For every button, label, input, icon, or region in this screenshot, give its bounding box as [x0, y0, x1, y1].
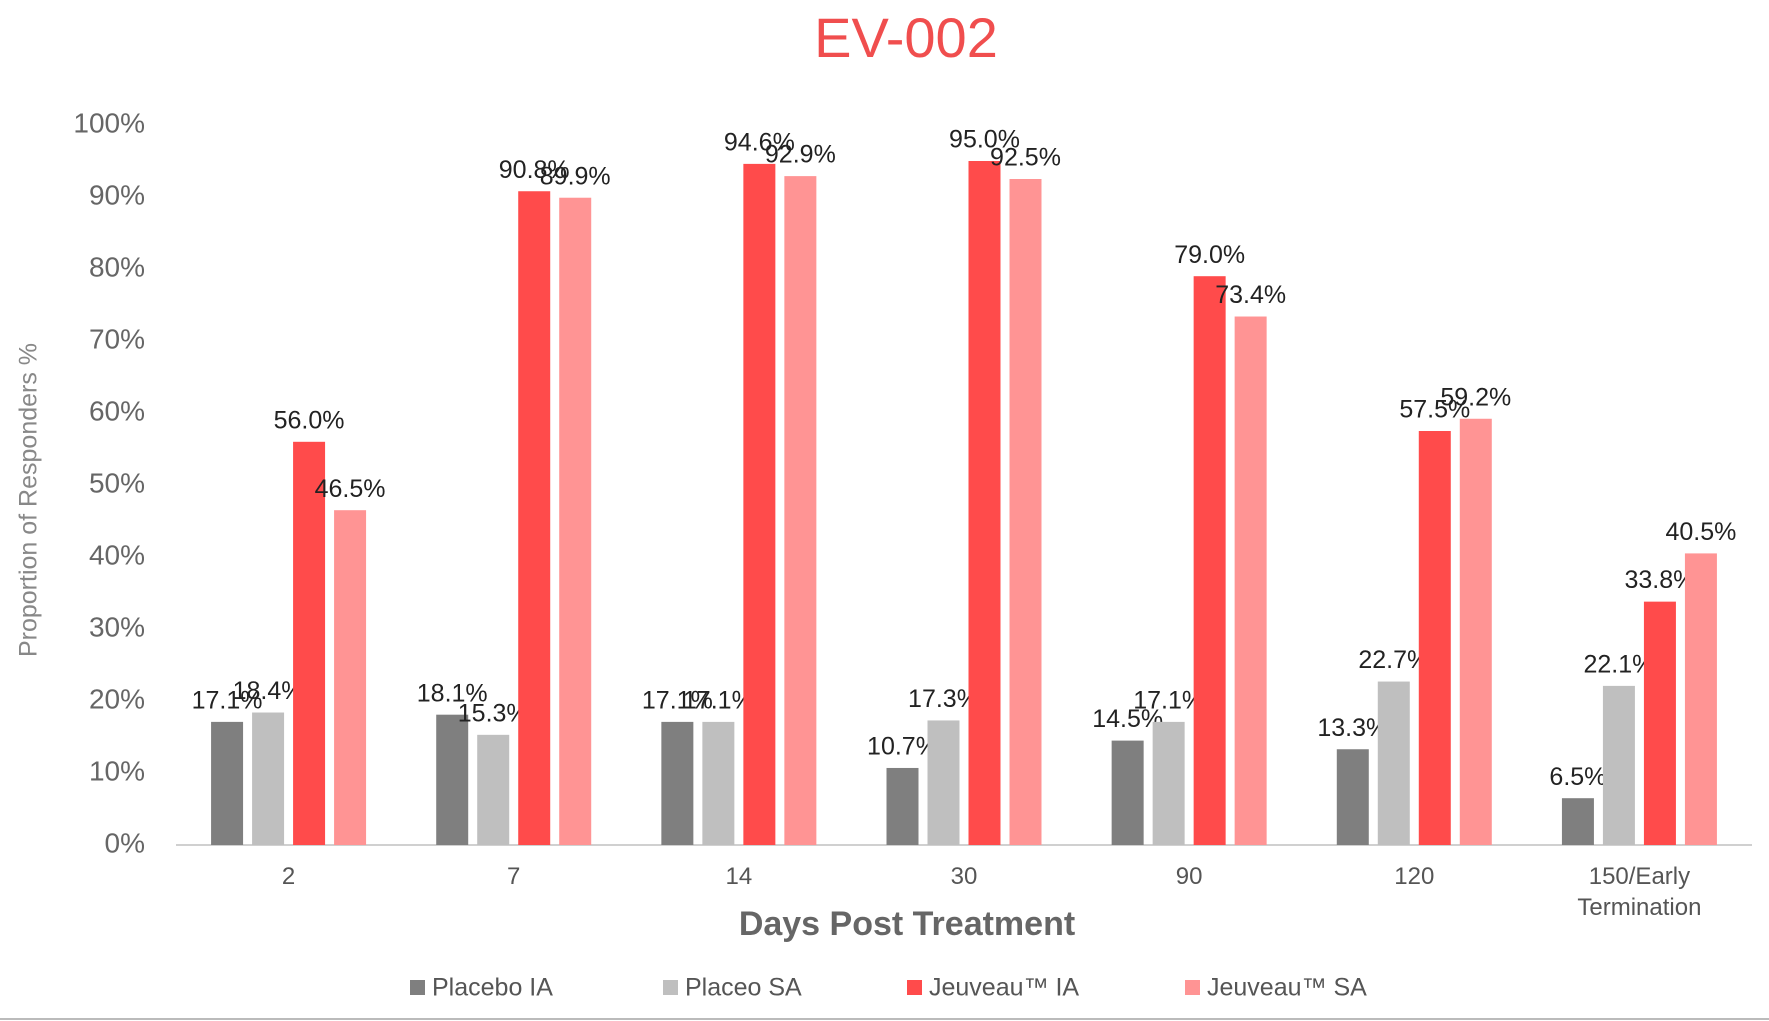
- legend-swatch: [663, 980, 678, 995]
- data-label: 59.2%: [1440, 383, 1511, 411]
- x-tick-label: 150/Early Termination: [1577, 863, 1702, 921]
- data-label: 92.5%: [990, 144, 1061, 172]
- bar: [702, 721, 735, 845]
- data-label: 17.1%: [1133, 686, 1204, 714]
- data-label: 79.0%: [1174, 241, 1245, 269]
- data-label: 14.5%: [1092, 705, 1163, 733]
- bar: [334, 510, 367, 845]
- legend-swatch: [410, 980, 425, 995]
- legend-label: Placebo IA: [432, 974, 553, 1002]
- bar: [436, 714, 469, 845]
- y-tick-label: 80%: [89, 251, 145, 282]
- y-tick-label: 70%: [89, 323, 145, 354]
- data-label: 10.7%: [867, 733, 938, 761]
- data-label: 57.5%: [1399, 396, 1470, 424]
- bar: [1111, 740, 1144, 845]
- legend-swatch: [907, 980, 922, 995]
- data-label: 33.8%: [1624, 566, 1695, 594]
- bar: [927, 720, 960, 845]
- bar: [968, 161, 1001, 845]
- data-label: 89.9%: [540, 162, 611, 190]
- data-label: 22.7%: [1358, 646, 1429, 674]
- data-label: 90.8%: [499, 156, 570, 184]
- bar: [1009, 179, 1042, 845]
- bar: [1643, 601, 1676, 845]
- x-axis-title: Days Post Treatment: [739, 905, 1075, 943]
- x-tick-label: 2: [281, 863, 296, 890]
- y-tick-label: 100%: [73, 107, 145, 138]
- x-tick-label: 90: [1175, 863, 1203, 890]
- y-tick-label: 50%: [89, 467, 145, 498]
- bar: [211, 721, 244, 845]
- x-tick-label: 120: [1394, 863, 1435, 890]
- data-label: 13.3%: [1317, 714, 1388, 742]
- bar: [886, 767, 919, 845]
- legend-label: Jeuveau™ SA: [1207, 974, 1367, 1002]
- chart-title: EV-002: [814, 6, 998, 69]
- y-tick-label: 10%: [89, 755, 145, 786]
- bar: [1418, 431, 1451, 845]
- y-tick-label: 30%: [89, 611, 145, 642]
- legend-swatch: [1185, 980, 1200, 995]
- bar: [1459, 418, 1492, 845]
- legend-label: Jeuveau™ IA: [929, 974, 1079, 1002]
- data-label: 40.5%: [1665, 518, 1736, 546]
- y-tick-label: 90%: [89, 179, 145, 210]
- data-label: 17.1%: [683, 686, 754, 714]
- y-tick-label: 40%: [89, 539, 145, 570]
- bar: [1684, 553, 1717, 845]
- bar: [1152, 721, 1185, 845]
- bar: [1561, 798, 1594, 845]
- data-label: 17.1%: [642, 686, 713, 714]
- x-tick-label: 14: [725, 863, 753, 890]
- bar: [1377, 681, 1410, 845]
- x-tick-label: 7: [507, 863, 521, 890]
- bar: [661, 721, 694, 845]
- data-label: 18.4%: [233, 677, 304, 705]
- data-label: 17.3%: [908, 685, 979, 713]
- bar: [252, 712, 285, 845]
- bar: [784, 176, 817, 845]
- data-label: 94.6%: [724, 128, 795, 156]
- y-tick-label: 0%: [105, 827, 145, 858]
- data-label: 92.9%: [765, 141, 836, 169]
- y-tick-label: 60%: [89, 395, 145, 426]
- y-tick-label: 20%: [89, 683, 145, 714]
- data-label: 18.1%: [417, 679, 488, 707]
- bar: [1234, 316, 1267, 845]
- bar: [1602, 685, 1635, 845]
- legend-label: Placeo SA: [685, 974, 802, 1002]
- data-label: 95.0%: [949, 126, 1020, 154]
- data-label: 56.0%: [274, 406, 345, 434]
- bar: [293, 441, 326, 845]
- bar: [559, 197, 592, 846]
- x-tick-label: 30: [950, 863, 978, 890]
- data-label: 22.1%: [1583, 650, 1654, 678]
- bar: [1336, 749, 1369, 845]
- bar: [518, 191, 551, 846]
- data-label: 6.5%: [1549, 763, 1606, 791]
- data-label: 46.5%: [315, 475, 386, 503]
- data-label: 15.3%: [458, 699, 529, 727]
- y-axis-title: Proportion of Responders %: [15, 343, 43, 657]
- data-label: 17.1%: [192, 686, 263, 714]
- bar: [743, 163, 776, 845]
- bar: [1193, 276, 1226, 845]
- data-label: 73.4%: [1215, 281, 1286, 309]
- bar: [477, 734, 510, 845]
